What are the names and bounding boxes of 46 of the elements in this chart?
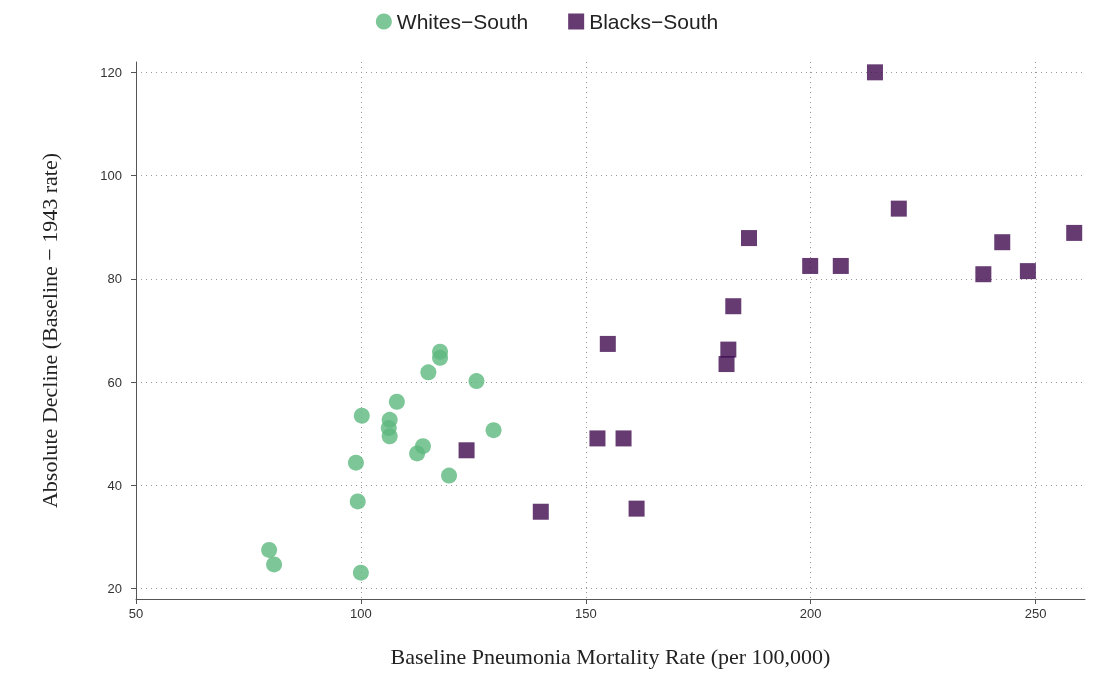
legend-label: Blacks−South [589, 10, 719, 33]
y-tick-label: 60 [107, 374, 122, 390]
x-tick-label: 250 [1024, 606, 1047, 621]
point [347, 454, 364, 471]
point [1066, 224, 1083, 241]
point [802, 257, 819, 274]
point [725, 298, 742, 315]
y-tick-label: 120 [100, 64, 122, 80]
y-tick-label: 20 [107, 581, 122, 597]
point [266, 556, 283, 573]
point [866, 64, 883, 81]
y-axis-title: Absolute Decline (Baseline − 1943 rate) [36, 152, 62, 509]
point [388, 393, 405, 410]
point [432, 343, 449, 360]
legend-label: Whites−South [396, 10, 529, 33]
point [468, 373, 485, 390]
point [261, 541, 278, 558]
point [718, 356, 735, 373]
x-tick-label: 150 [574, 606, 597, 621]
point [441, 467, 458, 484]
y-tick-label: 100 [100, 168, 122, 184]
point [353, 407, 370, 424]
point [349, 493, 366, 510]
point [741, 230, 758, 247]
x-axis-title: Baseline Pneumonia Mortality Rate (per 100,000) [390, 643, 831, 669]
y-tick-label: 40 [107, 477, 122, 493]
x-tick-label: 200 [799, 606, 822, 621]
point [890, 200, 907, 217]
point [458, 442, 475, 459]
point [420, 364, 437, 381]
point [532, 503, 549, 520]
point [599, 335, 616, 352]
y-tick-label: 80 [107, 271, 122, 287]
point [589, 430, 606, 447]
point [352, 564, 369, 581]
point [975, 266, 992, 283]
x-tick-label: 50 [128, 606, 144, 621]
x-tick-label: 100 [350, 606, 372, 621]
point [485, 422, 502, 439]
point [994, 234, 1011, 251]
point [832, 257, 849, 274]
point [1019, 263, 1036, 280]
point [414, 438, 431, 455]
point [381, 428, 398, 445]
point [628, 500, 645, 517]
point [615, 430, 632, 447]
